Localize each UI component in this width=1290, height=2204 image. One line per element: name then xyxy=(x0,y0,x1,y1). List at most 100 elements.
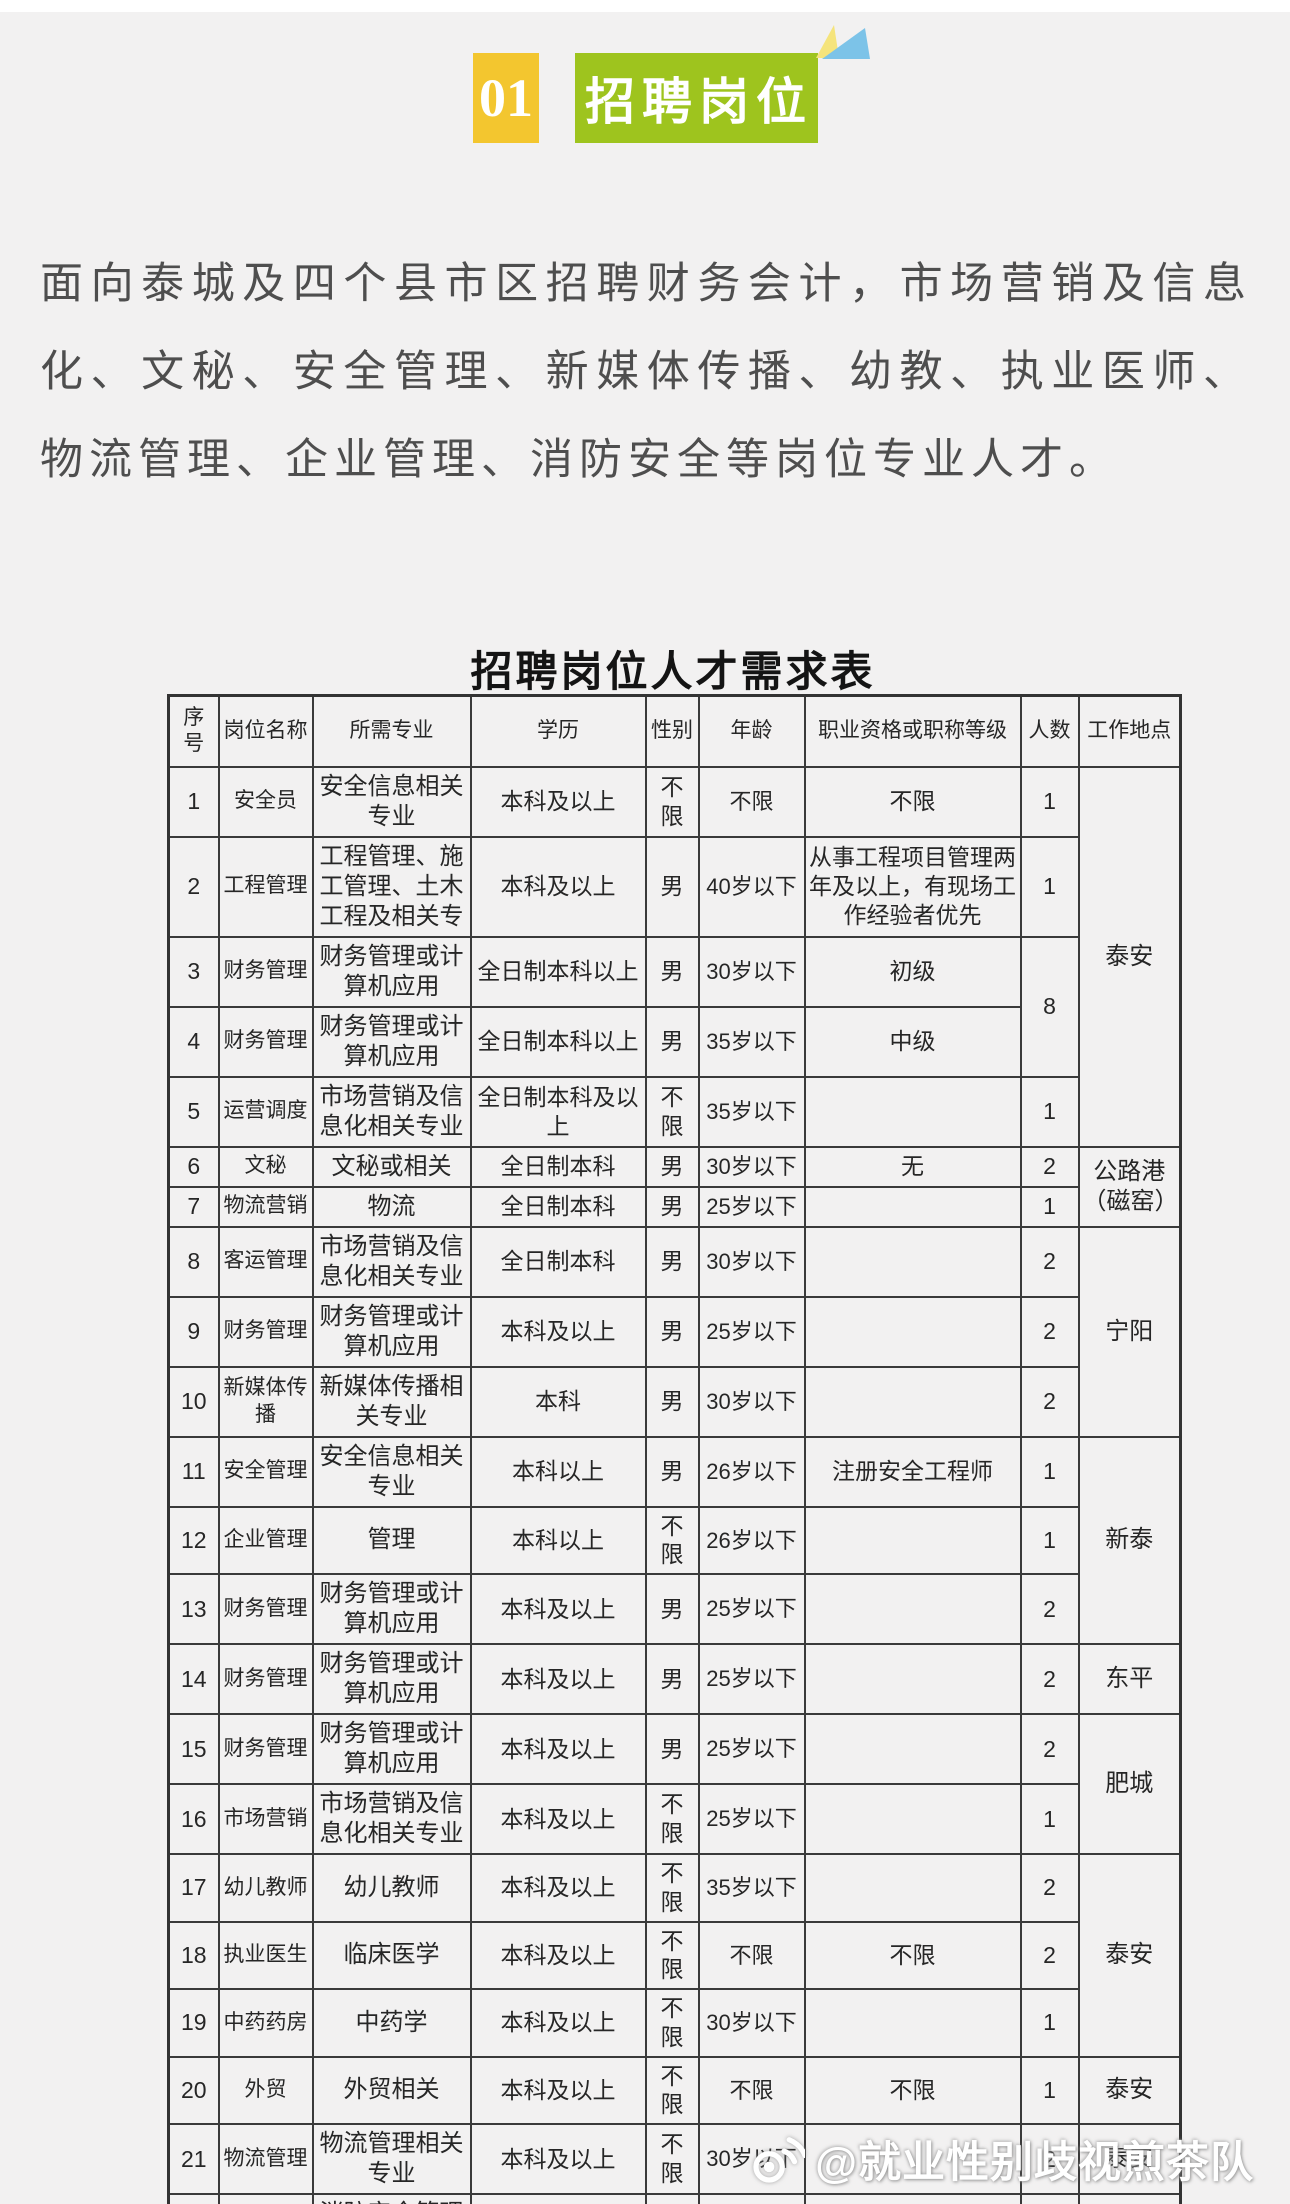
cell-qualification: 从事工程项目管理两年及以上，有现场工作经验者优先 xyxy=(803,835,1022,938)
cell-age: 30岁以下 xyxy=(697,1365,806,1438)
table-row: 1 安全员 安全信息相关专业 本科及以上 不限 不限 不限 1 泰安 xyxy=(167,765,1182,1148)
cell-position: 客运管理 xyxy=(217,1225,314,1298)
cell-seq: 21 xyxy=(167,2123,220,2195)
cell-age: 25岁以下 xyxy=(697,1295,806,1368)
cell-position: 财务管理 xyxy=(217,1713,314,1785)
cell-qualification xyxy=(803,1783,1022,1855)
cell-qualification xyxy=(803,1365,1022,1438)
column-header: 人数 xyxy=(1019,694,1080,768)
table-row: 5 运营调度 市场营销及信息化相关专业 全日制本科及以上 不限 35岁以下 1 xyxy=(167,1075,1181,1148)
cell-qualification: 注册安全工程师 xyxy=(803,1435,1022,1508)
table-row: 2 工程管理 工程管理、施工管理、土木工程及相关专 本科及以上男 40岁以下 从事工程项目… xyxy=(167,835,1181,938)
column-header: 性别 xyxy=(644,694,700,768)
table-header-row: 序 号岗位名称 所需专业 学历 性别 年龄 职业资格或职称等级 人数 工作地点 xyxy=(167,694,1182,768)
cell-position: 安全管理 xyxy=(217,1435,314,1508)
cell-location: 新泰 xyxy=(1077,1435,1182,1645)
table-row: 19 中药药房 中药学 本科及以上 不限 30岁以下 1 xyxy=(167,1988,1181,2058)
cell-count: 1 xyxy=(1019,1505,1080,1575)
cell-location: 公路港 （磁窑） xyxy=(1077,1145,1182,1228)
cell-count: 1 xyxy=(1019,1435,1080,1508)
cell-count: 1 xyxy=(1019,2055,1080,2125)
cell-count: 1 xyxy=(1019,1783,1080,1855)
watermark: @就业性别歧视煎茶队 xyxy=(749,2128,1254,2190)
cell-position: 企业管理 xyxy=(217,1505,314,1575)
cell-age: 35岁以下 xyxy=(697,2193,806,2204)
cell-seq: 11 xyxy=(167,1435,220,1508)
cell-count: 8 xyxy=(1019,935,1080,1078)
cell-age: 26岁以下 xyxy=(697,1505,806,1575)
section-title-box: 招聘岗位 xyxy=(575,53,818,143)
cell-age: 25岁以下 xyxy=(697,1185,806,1228)
cell-seq: 5 xyxy=(167,1075,220,1148)
cell-age: 不限 xyxy=(697,2055,806,2125)
cell-gender: 男 xyxy=(644,1713,700,1785)
cell-location: 泰安 xyxy=(1077,1853,1182,2058)
cell-qualification xyxy=(803,1075,1022,1148)
column-header: 学历 xyxy=(469,694,647,768)
cell-count: 2 xyxy=(1019,1713,1080,1785)
cell-gender: 不限 xyxy=(644,765,700,838)
cell-gender: 男 xyxy=(644,1225,700,1298)
cell-gender: 男 xyxy=(644,835,700,938)
cell-seq: 2 xyxy=(167,835,220,938)
cell-qualification xyxy=(803,1988,1022,2058)
cell-degree: 本科及以上 xyxy=(469,1988,647,2058)
cell-age: 30岁以下 xyxy=(697,1988,806,2058)
cell-major: 幼儿教师 xyxy=(311,1853,472,1923)
cell-gender: 男 xyxy=(644,1573,700,1645)
cell-degree: 本科及以上 xyxy=(469,1573,647,1645)
cell-major: 财务管理或计算机应用 xyxy=(311,1295,472,1368)
cell-seq: 12 xyxy=(167,1505,220,1575)
cell-degree: 本科及以上 xyxy=(469,2193,647,2204)
cell-major: 财务管理或计算机应用 xyxy=(311,1005,472,1078)
cell-age: 30岁以下 xyxy=(697,1225,806,1298)
cell-age: 26岁以下 xyxy=(697,1435,806,1508)
cell-age: 35岁以下 xyxy=(697,1075,806,1148)
cell-major: 财务管理或计算机应用 xyxy=(311,1643,472,1715)
cell-count: 1 xyxy=(1019,1075,1080,1148)
table-row: 9 财务管理 财务管理或计算机应用 本科及以上男 25岁以下 2 xyxy=(167,1295,1181,1368)
cell-age: 25岁以下 xyxy=(697,1713,806,1785)
cell-gender: 男 xyxy=(644,1365,700,1438)
cell-gender: 男 xyxy=(644,935,700,1008)
table-row: 22消防安全消防安全管理相关专业本科及以上不限35岁以下 1泰安 xyxy=(167,2193,1182,2204)
cell-age: 25岁以下 xyxy=(697,1573,806,1645)
cell-major: 市场营销及信息化相关专业 xyxy=(311,1225,472,1298)
cell-count: 2 xyxy=(1019,1145,1080,1188)
triangle-decoration-icon xyxy=(816,25,870,59)
cell-count: 2 xyxy=(1019,1295,1080,1368)
cell-age: 35岁以下 xyxy=(697,1005,806,1078)
cell-major: 财务管理或计算机应用 xyxy=(311,935,472,1008)
cell-qualification: 无 xyxy=(803,1145,1022,1188)
cell-position: 外贸 xyxy=(217,2055,314,2125)
table-body: 1 安全员 安全信息相关专业 本科及以上 不限 不限 不限 1 泰安 2 工程管理 工程管理、施工管理… xyxy=(167,765,1182,2204)
cell-seq: 6 xyxy=(167,1145,220,1188)
cell-age: 30岁以下 xyxy=(697,935,806,1008)
cell-count: 2 xyxy=(1019,1920,1080,1990)
cell-qualification xyxy=(803,1573,1022,1645)
cell-degree: 本科及以上 xyxy=(469,2123,647,2195)
table-row: 21 物流管理 物流管理相关专业 本科及以上 不限 30岁以下 2 泰安 xyxy=(167,2123,1182,2195)
cell-qualification xyxy=(803,1853,1022,1923)
column-header: 职业资格或职称等级 xyxy=(803,694,1022,768)
cell-seq: 13 xyxy=(167,1573,220,1645)
table-row: 3 财务管理 财务管理或计算机应用 全日制本科以上男 30岁以下 初级 8 xyxy=(167,935,1181,1078)
cell-qualification: 初级 xyxy=(803,935,1022,1008)
cell-count: 2 xyxy=(1019,1365,1080,1438)
table-row: 16 市场营销 市场营销及信息化相关专业 本科及以上 不限 25岁以下 1 xyxy=(167,1783,1181,1855)
cell-major: 临床医学 xyxy=(311,1920,472,1990)
cell-major: 物流管理相关专业 xyxy=(311,2123,472,2195)
table-row: 18 执业医生 临床医学 本科及以上 不限 不限 不限 2 xyxy=(167,1920,1181,1990)
cell-degree: 全日制本科 xyxy=(469,1225,647,1298)
cell-location: 宁阳 xyxy=(1077,1225,1182,1438)
cell-count: 2 xyxy=(1019,1573,1080,1645)
cell-degree: 本科及以上 xyxy=(469,2055,647,2125)
cell-major: 外贸相关 xyxy=(311,2055,472,2125)
cell-count: 1 xyxy=(1019,1988,1080,2058)
cell-qualification xyxy=(803,1713,1022,1785)
cell-qualification xyxy=(803,1505,1022,1575)
cell-location: 泰安 xyxy=(1077,2123,1182,2195)
table-row: 15 财务管理 财务管理或计算机应用 本科及以上男 25岁以下 2 肥城 xyxy=(167,1713,1182,1855)
cell-count: 1 xyxy=(1019,765,1080,838)
cell-qualification xyxy=(803,1643,1022,1715)
